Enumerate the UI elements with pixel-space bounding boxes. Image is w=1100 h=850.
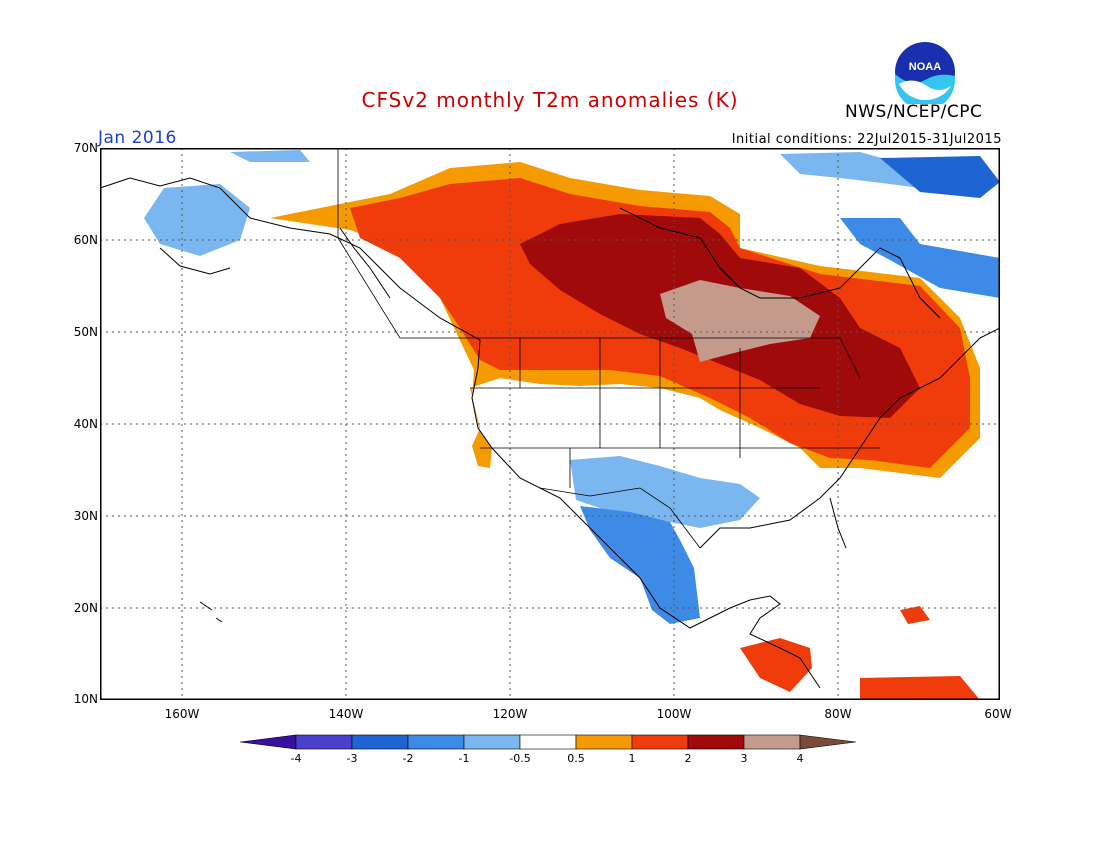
lat-label-50n: 50N	[73, 325, 98, 339]
colorbar-segment	[575, 734, 633, 750]
colorbar	[240, 734, 857, 750]
lat-label-30n: 30N	[73, 509, 98, 523]
month-label: Jan 2016	[98, 128, 177, 148]
anomaly-fill-layer	[144, 150, 1000, 700]
colorbar-segment	[463, 734, 521, 750]
agency-label: NWS/NCEP/CPC	[845, 102, 983, 122]
colorbar-segment	[519, 734, 577, 750]
colorbar-segment	[295, 734, 353, 750]
colorbar-tick-label: -2	[402, 752, 414, 765]
colorbar-segment	[407, 734, 465, 750]
colorbar-tick-label: -3	[346, 752, 358, 765]
graticule	[100, 148, 1000, 700]
colorbar-tick-label: -1	[458, 752, 470, 765]
lon-label-160w: 160W	[164, 707, 200, 721]
colorbar-tick-label: -4	[290, 752, 302, 765]
svg-text:NOAA: NOAA	[909, 61, 941, 73]
borders	[337, 148, 880, 549]
lat-label-60n: 60N	[73, 233, 98, 247]
lat-label-10n: 10N	[73, 692, 98, 706]
colorbar-tick-label: 4	[796, 752, 804, 765]
lon-label-120w: 120W	[492, 707, 528, 721]
colorbar-tick-label: 1	[628, 752, 636, 765]
lat-label-70n: 70N	[73, 141, 98, 155]
lon-label-140w: 140W	[328, 707, 364, 721]
lat-label-20n: 20N	[73, 601, 98, 615]
initial-conditions-label: Initial conditions: 22Jul2015-31Jul2015	[731, 132, 1002, 147]
lon-label-60w: 60W	[984, 707, 1012, 721]
colorbar-segment	[351, 734, 409, 750]
colorbar-segment	[631, 734, 689, 750]
colorbar-segment-below	[240, 734, 297, 750]
colorbar-tick-label: 0.5	[567, 752, 585, 765]
colorbar-segment	[687, 734, 745, 750]
colorbar-tick-label: 2	[684, 752, 692, 765]
colorbar-tick-label: -0.5	[509, 752, 531, 765]
map-title: CFSv2 monthly T2m anomalies (K)	[361, 88, 739, 112]
colorbar-segment-above	[799, 734, 857, 750]
lon-label-100w: 100W	[656, 707, 692, 721]
colorbar-tick-label: 3	[740, 752, 748, 765]
noaa-logo: NOAA	[895, 42, 955, 104]
lon-label-80w: 80W	[824, 707, 852, 721]
anomaly-map	[100, 148, 1000, 700]
lat-label-40n: 40N	[73, 417, 98, 431]
colorbar-segment	[743, 734, 801, 750]
